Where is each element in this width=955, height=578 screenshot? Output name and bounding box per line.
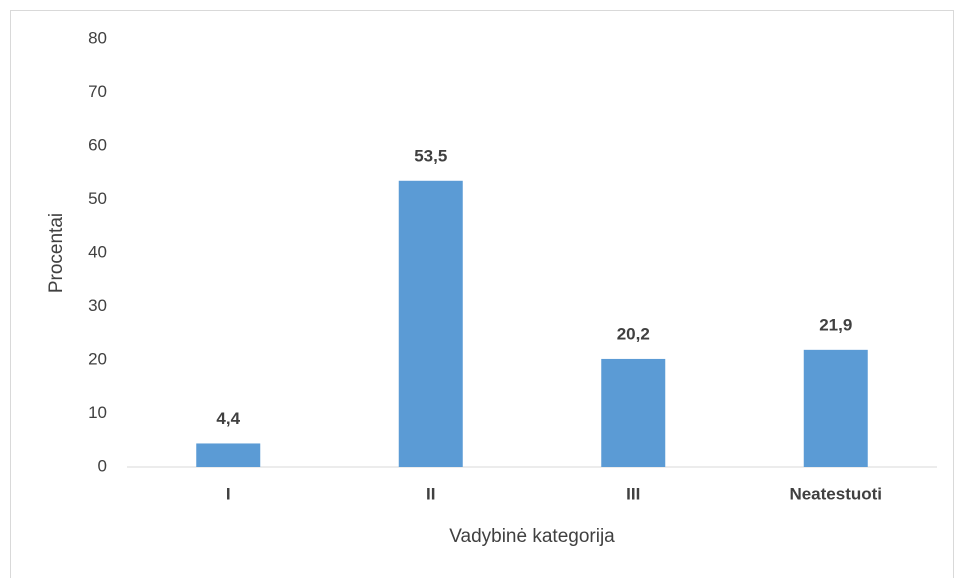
y-tick-label: 60 — [88, 135, 107, 154]
y-tick-label: 80 — [88, 28, 107, 47]
y-tick-label: 70 — [88, 82, 107, 101]
x-tick-label: I — [226, 484, 231, 503]
bar — [196, 443, 261, 467]
y-tick-label: 20 — [88, 349, 107, 368]
data-label: 53,5 — [414, 146, 447, 165]
x-tick-label: II — [426, 484, 435, 503]
y-axis-label: Procentai — [46, 213, 67, 293]
x-axis-label: Vadybinė kategorija — [449, 526, 615, 547]
bar — [601, 358, 666, 467]
y-tick-label: 0 — [98, 456, 107, 475]
y-tick-label: 50 — [88, 189, 107, 208]
y-tick-label: 40 — [88, 242, 107, 261]
data-label: 21,9 — [819, 315, 852, 334]
bar — [803, 349, 868, 467]
bar — [398, 180, 463, 467]
data-label: 20,2 — [617, 324, 650, 343]
x-tick-label: Neatestuoti — [789, 484, 882, 503]
chart-frame — [10, 10, 954, 578]
data-label: 4,4 — [216, 409, 240, 428]
y-tick-label: 10 — [88, 403, 107, 422]
x-tick-label: III — [626, 484, 640, 503]
y-tick-label: 30 — [88, 296, 107, 315]
